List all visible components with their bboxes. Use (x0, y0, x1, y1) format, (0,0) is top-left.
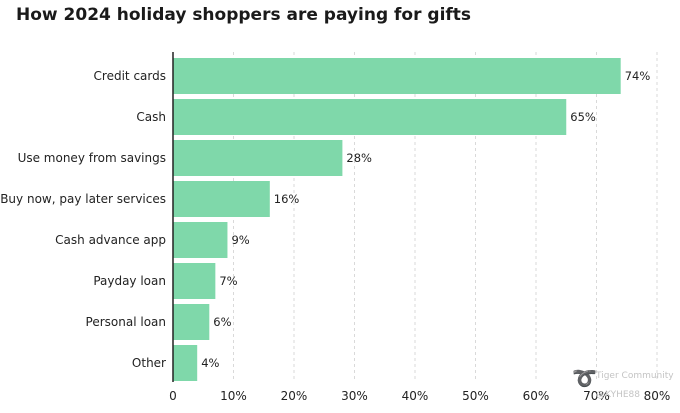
data-label: 65% (570, 110, 596, 124)
bar (173, 99, 567, 135)
data-label: 4% (201, 356, 219, 370)
x-tick-label: 50% (462, 389, 489, 403)
bar (173, 345, 198, 381)
data-label: 28% (346, 151, 372, 165)
category-label: Payday loan (93, 274, 166, 288)
category-label: Use money from savings (18, 151, 166, 165)
bar (173, 58, 621, 94)
x-tick-label: 40% (402, 389, 429, 403)
bar (173, 222, 228, 258)
x-tick-label: 20% (281, 389, 308, 403)
category-label: Buy now, pay later services (0, 192, 166, 206)
watermark-brand: Tiger Community (596, 371, 674, 381)
chart-title: How 2024 holiday shoppers are paying for… (16, 5, 472, 25)
x-tick-label: 0 (169, 389, 177, 403)
x-tick-label: 60% (523, 389, 550, 403)
category-label: Personal loan (86, 315, 166, 329)
bar (173, 181, 270, 217)
data-label: 16% (274, 192, 300, 206)
category-label: Credit cards (94, 69, 166, 83)
watermark: ➰ Tiger Community @KYHE88 (572, 364, 674, 408)
bar (173, 140, 343, 176)
bar (173, 263, 216, 299)
data-label: 9% (231, 233, 249, 247)
bar (173, 304, 210, 340)
category-label: Other (132, 356, 166, 370)
bars (173, 58, 621, 381)
category-label: Cash advance app (55, 233, 166, 247)
x-tick-label: 30% (341, 389, 368, 403)
data-label: 7% (219, 274, 237, 288)
x-tick-label: 10% (220, 389, 247, 403)
data-label: 74% (625, 69, 651, 83)
tiger-logo-icon: ➰ (572, 366, 597, 390)
category-label: Cash (136, 110, 166, 124)
x-tick-label: 70% (583, 389, 610, 403)
labels: 0 10% 20% 30% 40% 50% 60% 70% 80% Credit cards 74%… (0, 69, 670, 403)
data-label: 6% (213, 315, 231, 329)
x-tick-label: 80% (644, 389, 671, 403)
watermark-handle: @KYHE88 (596, 390, 640, 400)
